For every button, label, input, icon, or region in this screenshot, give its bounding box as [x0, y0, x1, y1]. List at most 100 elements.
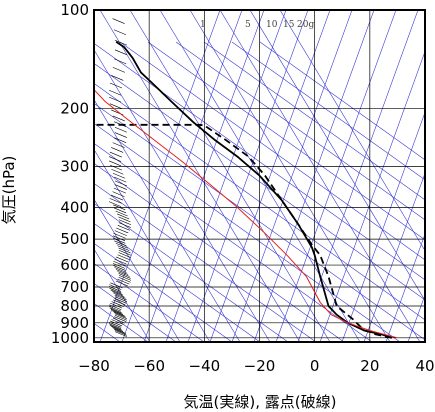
wind-barb: [110, 282, 123, 289]
wind-barb: [113, 328, 127, 335]
x-tick-label-1: −60: [133, 357, 165, 375]
wind-barb: [112, 67, 126, 73]
x-tick-labels: −80 −60 −40 −20 0 20 40: [78, 357, 434, 375]
moist-adiabat-line: [279, 10, 425, 252]
moist-adiabat-line: [249, 10, 425, 302]
wind-barb: [114, 126, 128, 133]
dry-adiabat-line: [203, 41, 425, 201]
wind-barb: [109, 284, 122, 290]
mixing-ratio-label-2: 10: [266, 20, 278, 30]
series-line-0: [115, 41, 393, 339]
y-tick-label-9: 1000: [51, 329, 89, 347]
wind-barb: [111, 168, 124, 175]
wind-barb: [108, 286, 122, 292]
moist-adiabat-line: [94, 49, 271, 342]
y-tick-label-3: 400: [60, 198, 89, 216]
wind-barb: [108, 323, 122, 329]
y-tick-label-2: 300: [60, 157, 89, 175]
wind-barb: [108, 156, 122, 162]
wind-barb: [118, 273, 131, 279]
mixing-ratio-label-0: 1: [200, 20, 206, 30]
x-tick-label-4: 0: [310, 357, 320, 375]
wind-barb: [111, 301, 124, 307]
y-tick-label-5: 600: [60, 256, 89, 274]
wind-barb: [110, 194, 124, 201]
plot-frame: [93, 9, 426, 343]
wind-barb: [114, 180, 128, 187]
x-tick-label-2: −40: [189, 357, 221, 375]
wind-barb: [113, 260, 126, 267]
wind-barb: [113, 187, 127, 194]
wind-barb: [113, 299, 126, 306]
wind-barb: [114, 316, 127, 322]
wind-barb: [109, 151, 122, 158]
wind-barb: [113, 238, 126, 244]
wind-barb: [112, 235, 126, 242]
dry-adiabat-line: [94, 103, 425, 341]
wind-barb: [117, 278, 130, 285]
wind-barb: [111, 147, 124, 153]
mixing-ratio-label-3: 15: [283, 20, 295, 30]
wind-barb: [114, 331, 128, 337]
mixing-ratio-line: [165, 10, 287, 342]
mixing-ratio-line: [385, 233, 425, 342]
wind-barb: [113, 293, 126, 299]
wind-barb: [109, 324, 122, 331]
wind-barb: [114, 267, 127, 273]
wind-barb: [109, 198, 122, 204]
series-line-1: [94, 123, 393, 339]
wind-barb: [108, 201, 122, 207]
wind-barb: [115, 210, 128, 217]
wind-barb: [114, 230, 127, 236]
mixing-ratio-line: [407, 294, 425, 342]
moist-adiabat-line: [94, 198, 181, 342]
wind-barb: [109, 307, 122, 314]
wind-barb: [109, 160, 122, 167]
wind-barb: [113, 137, 127, 143]
dry-adiabat-line: [119, 41, 425, 261]
wind-barb: [112, 172, 126, 179]
wind-barb: [110, 289, 123, 296]
dry-adiabat-line: [231, 41, 425, 181]
wind-barb: [115, 269, 129, 275]
series-layer: [94, 41, 398, 339]
dry-adiabat-line: [94, 283, 177, 342]
wind-barb: [118, 222, 131, 228]
wind-barb: [114, 240, 127, 247]
wind-barb: [114, 294, 127, 301]
wind-barb: [114, 58, 127, 65]
dry-adiabat-line: [94, 223, 261, 342]
wind-barb: [114, 330, 127, 336]
wind-barb: [118, 252, 131, 258]
wind-barb: [110, 309, 123, 315]
wind-barb: [112, 263, 126, 269]
wind-barb: [109, 304, 122, 310]
wind-barb: [114, 176, 127, 183]
wind-barb: [114, 207, 127, 214]
wind-barb: [110, 302, 123, 309]
wind-barb: [109, 287, 122, 294]
wind-barb: [112, 327, 125, 333]
mixing-ratio-label-4: 20g: [297, 20, 314, 30]
wind-barb: [109, 322, 122, 328]
dry-adiabat-line: [175, 41, 425, 221]
wind-barb: [113, 265, 126, 271]
wind-barb: [112, 18, 125, 24]
dry-adiabat-line: [94, 183, 317, 342]
y-tick-label-0: 100: [60, 1, 89, 19]
y-tick-label-7: 800: [60, 297, 89, 315]
wind-barb: [118, 216, 131, 223]
y-tick-label-4: 500: [60, 230, 89, 248]
dry-adiabat-line: [94, 43, 425, 281]
wind-barb: [118, 275, 132, 281]
series-line-2: [94, 89, 398, 339]
wind-barb: [115, 256, 129, 263]
wind-barb: [112, 191, 125, 197]
wind-barb: [117, 254, 130, 261]
wind-barb: [111, 319, 124, 325]
wind-barb: [114, 39, 127, 46]
wind-barb: [112, 317, 126, 324]
x-axis-title: 気温(実線), 露点(破線): [184, 393, 337, 411]
wind-barb: [110, 326, 124, 332]
